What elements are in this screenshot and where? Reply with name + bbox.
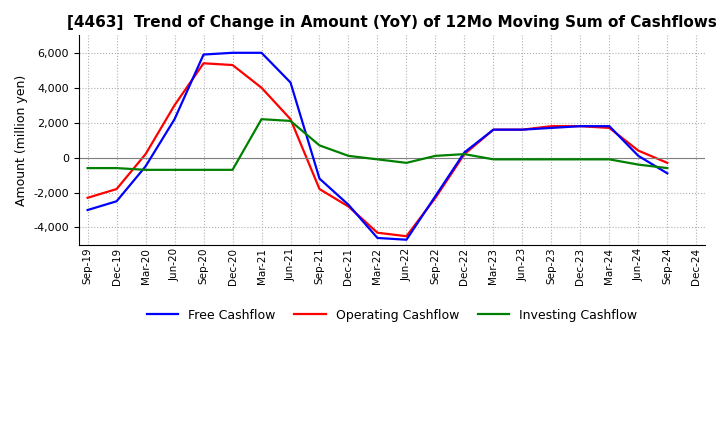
Operating Cashflow	[518, 127, 527, 132]
Free Cashflow	[84, 207, 92, 213]
Free Cashflow	[199, 52, 208, 57]
Investing Cashflow	[170, 167, 179, 172]
Investing Cashflow	[286, 118, 294, 124]
Operating Cashflow	[84, 195, 92, 201]
Investing Cashflow	[112, 165, 121, 171]
Operating Cashflow	[199, 61, 208, 66]
Operating Cashflow	[402, 234, 411, 239]
Operating Cashflow	[286, 117, 294, 122]
Investing Cashflow	[576, 157, 585, 162]
Operating Cashflow	[170, 103, 179, 108]
Operating Cashflow	[576, 124, 585, 129]
Operating Cashflow	[228, 62, 237, 68]
Operating Cashflow	[373, 230, 382, 235]
Investing Cashflow	[663, 165, 672, 171]
Operating Cashflow	[460, 151, 469, 157]
Investing Cashflow	[518, 157, 527, 162]
Operating Cashflow	[547, 124, 556, 129]
Investing Cashflow	[141, 167, 150, 172]
Operating Cashflow	[257, 85, 266, 90]
Investing Cashflow	[605, 157, 613, 162]
Operating Cashflow	[663, 160, 672, 165]
Operating Cashflow	[634, 148, 643, 153]
Operating Cashflow	[344, 204, 353, 209]
Free Cashflow	[460, 150, 469, 155]
Free Cashflow	[431, 194, 440, 199]
Operating Cashflow	[112, 187, 121, 192]
Investing Cashflow	[228, 167, 237, 172]
Free Cashflow	[547, 125, 556, 131]
Legend: Free Cashflow, Operating Cashflow, Investing Cashflow: Free Cashflow, Operating Cashflow, Inves…	[142, 304, 642, 327]
Free Cashflow	[634, 153, 643, 158]
Free Cashflow	[402, 237, 411, 242]
Y-axis label: Amount (million yen): Amount (million yen)	[15, 74, 28, 206]
Investing Cashflow	[431, 153, 440, 158]
Line: Investing Cashflow: Investing Cashflow	[88, 119, 667, 170]
Free Cashflow	[170, 117, 179, 122]
Free Cashflow	[518, 127, 527, 132]
Investing Cashflow	[402, 160, 411, 165]
Investing Cashflow	[199, 167, 208, 172]
Free Cashflow	[663, 171, 672, 176]
Free Cashflow	[373, 235, 382, 241]
Free Cashflow	[257, 50, 266, 55]
Investing Cashflow	[634, 162, 643, 167]
Operating Cashflow	[431, 195, 440, 201]
Free Cashflow	[286, 80, 294, 85]
Investing Cashflow	[489, 157, 498, 162]
Investing Cashflow	[547, 157, 556, 162]
Investing Cashflow	[344, 153, 353, 158]
Operating Cashflow	[141, 151, 150, 157]
Investing Cashflow	[84, 165, 92, 171]
Investing Cashflow	[315, 143, 324, 148]
Free Cashflow	[315, 176, 324, 181]
Operating Cashflow	[489, 127, 498, 132]
Free Cashflow	[489, 127, 498, 132]
Line: Operating Cashflow: Operating Cashflow	[88, 63, 667, 236]
Free Cashflow	[141, 164, 150, 169]
Investing Cashflow	[373, 157, 382, 162]
Free Cashflow	[576, 124, 585, 129]
Free Cashflow	[344, 202, 353, 207]
Investing Cashflow	[257, 117, 266, 122]
Operating Cashflow	[605, 125, 613, 131]
Title: [4463]  Trend of Change in Amount (YoY) of 12Mo Moving Sum of Cashflows: [4463] Trend of Change in Amount (YoY) o…	[67, 15, 717, 30]
Free Cashflow	[112, 198, 121, 204]
Line: Free Cashflow: Free Cashflow	[88, 53, 667, 240]
Investing Cashflow	[460, 151, 469, 157]
Free Cashflow	[605, 124, 613, 129]
Operating Cashflow	[315, 187, 324, 192]
Free Cashflow	[228, 50, 237, 55]
